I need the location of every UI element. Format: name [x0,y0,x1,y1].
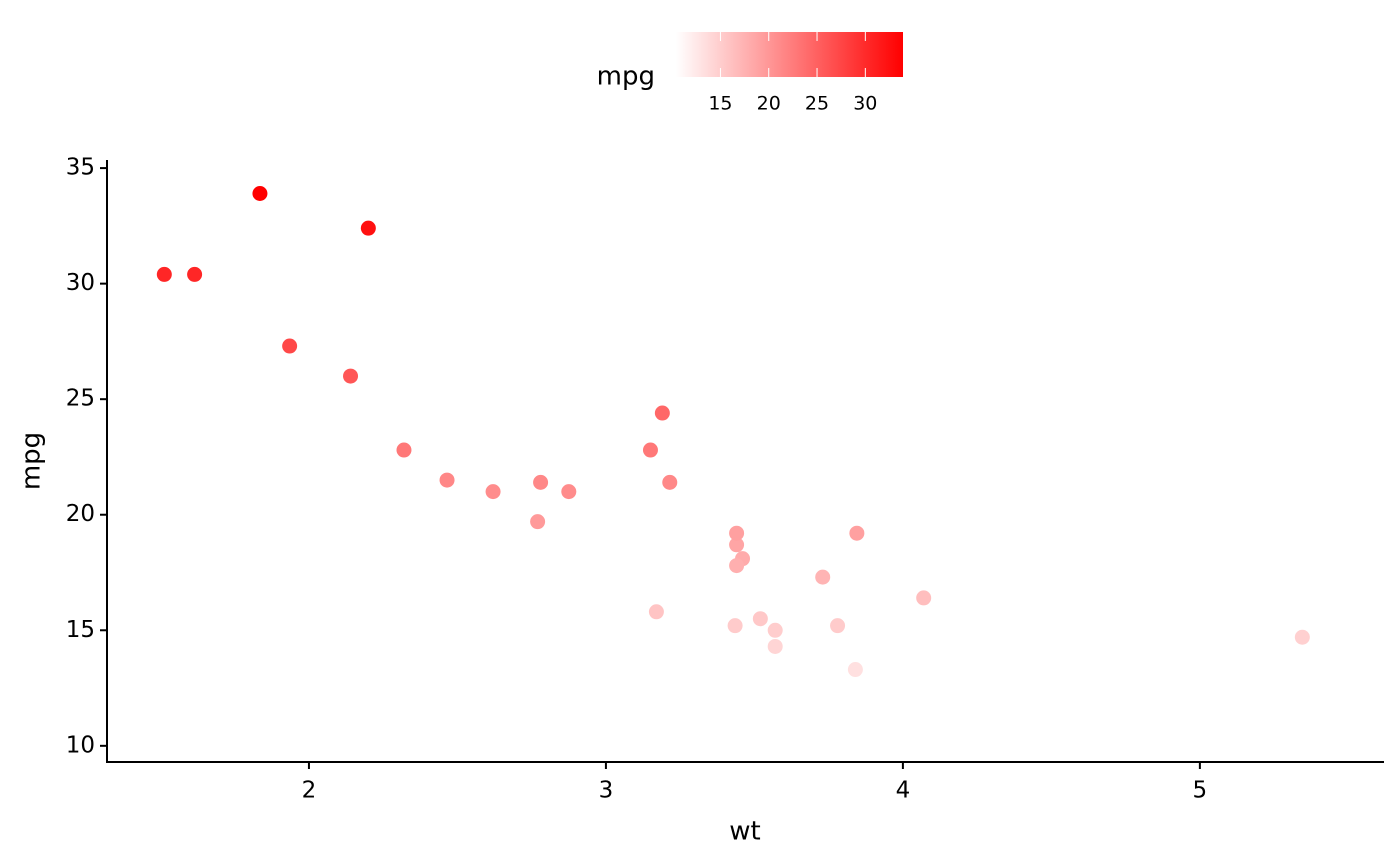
y-tick-label: 10 [66,732,95,758]
legend-title: mpg [597,62,655,92]
point [727,618,743,634]
colorbar-tick-label: 20 [757,93,781,115]
x-tick-label: 5 [1193,778,1208,804]
point [561,484,577,500]
point [439,472,455,488]
point [767,638,783,654]
point [830,618,846,634]
point [815,569,831,585]
point [642,442,658,458]
y-tick-label: 15 [66,617,95,643]
y-tick-label: 30 [66,270,95,296]
point [849,525,865,541]
y-tick-label: 35 [66,155,95,181]
point [533,474,549,490]
colorbar-tick-label: 30 [853,93,877,115]
point [654,405,670,421]
point [530,514,546,530]
x-tick-label: 4 [896,778,911,804]
x-axis-title: wt [729,817,760,847]
point [729,525,745,541]
point [485,484,501,500]
point [729,558,745,574]
point [916,590,932,606]
colorbar [676,32,903,77]
x-tick-label: 2 [302,778,317,804]
x-tick-label: 3 [599,778,614,804]
point [396,442,412,458]
point [187,266,203,282]
colorbar-tick-label: 15 [708,93,732,115]
y-tick-label: 25 [66,386,95,412]
point [847,662,863,678]
point [648,604,664,620]
point [360,220,376,236]
point [156,266,172,282]
point [729,537,745,553]
point [767,622,783,638]
point [252,186,268,202]
point [752,611,768,627]
colorbar-tick-label: 25 [805,93,829,115]
point [1294,629,1310,645]
point [662,474,678,490]
y-tick-label: 20 [66,501,95,527]
point [282,338,298,354]
y-axis-title: mpg [17,432,47,490]
point [343,368,359,384]
